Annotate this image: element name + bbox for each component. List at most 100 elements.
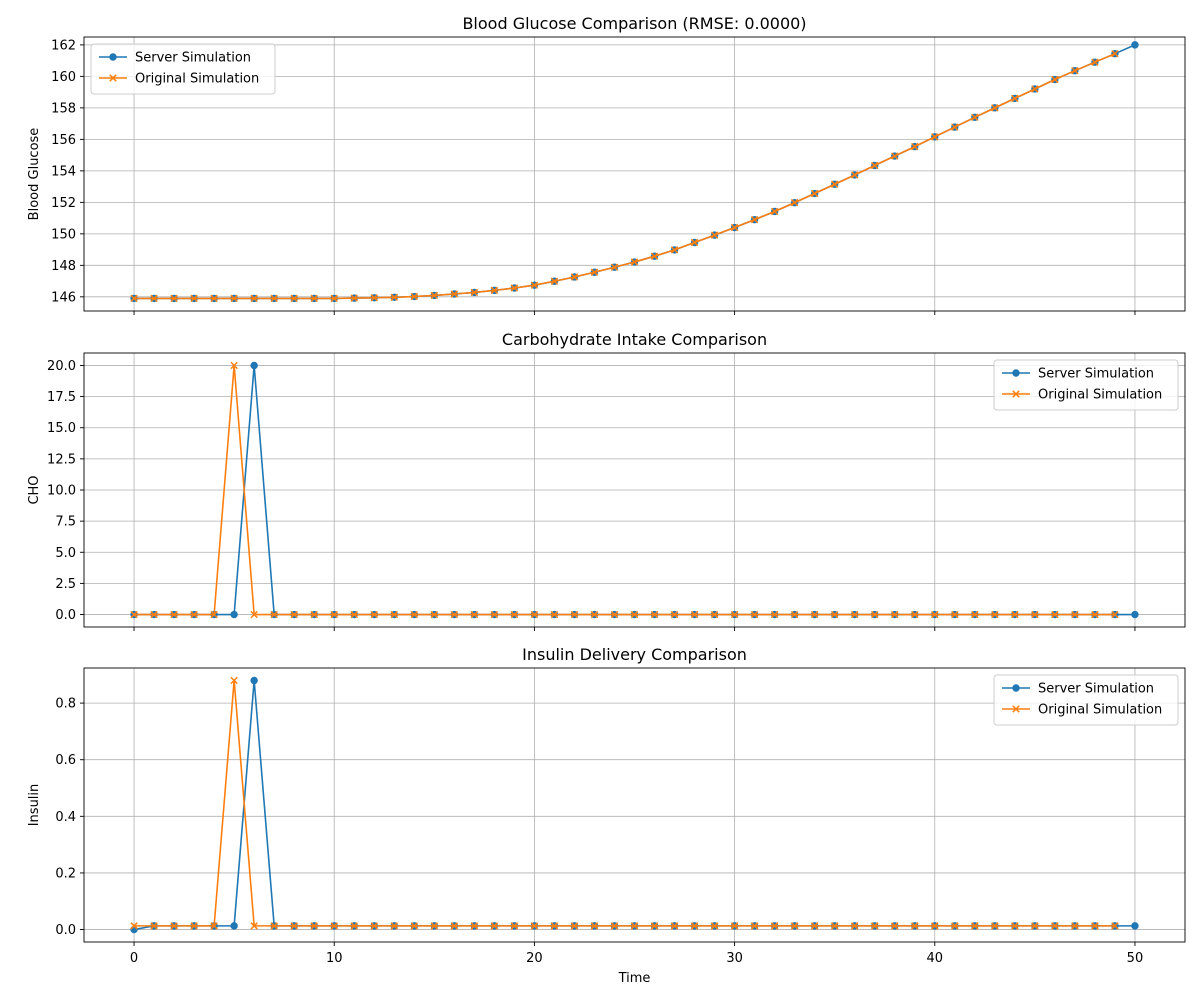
- data-point: [1091, 922, 1099, 930]
- marker-x-stroke: [951, 610, 959, 619]
- data-point: [991, 922, 999, 930]
- marker-x-stroke: [730, 922, 739, 930]
- data-point: [911, 922, 919, 930]
- data-point: [570, 273, 579, 281]
- data-point: [570, 610, 579, 619]
- series-original: [130, 49, 1119, 303]
- data-point: [870, 922, 879, 930]
- marker-x-stroke: [610, 922, 619, 930]
- data-point: [951, 922, 959, 930]
- marker-x-stroke: [891, 922, 899, 930]
- data-point: [150, 610, 158, 619]
- series-original: [130, 676, 1119, 930]
- data-point: [931, 133, 939, 141]
- subplot-title: Insulin Delivery Comparison: [522, 645, 747, 664]
- data-point: [710, 922, 719, 930]
- y-tick-label: 146: [51, 290, 76, 305]
- marker-x-stroke: [971, 922, 979, 930]
- marker-x-stroke: [1051, 922, 1059, 930]
- data-point: [670, 246, 679, 254]
- x-tick-label: 50: [1127, 951, 1144, 966]
- legend-item-server: Server Simulation: [99, 51, 251, 66]
- marker-x-stroke: [430, 610, 439, 619]
- legend-label: Original Simulation: [1038, 703, 1162, 718]
- data-point: [170, 610, 178, 619]
- marker-x-stroke: [370, 610, 378, 619]
- data-point: [870, 610, 879, 619]
- data-point: [710, 610, 719, 619]
- marker-x-stroke: [971, 610, 979, 619]
- data-point: [971, 113, 979, 122]
- y-tick-label: 150: [51, 227, 76, 242]
- legend-item-original: Original Simulation: [1002, 703, 1162, 718]
- data-point: [130, 922, 138, 930]
- marker-x-stroke: [951, 123, 959, 131]
- data-point: [510, 922, 519, 930]
- data-point: [430, 291, 439, 300]
- data-point: [1091, 610, 1099, 619]
- marker-x-stroke: [1071, 610, 1079, 619]
- data-point: [650, 922, 659, 930]
- data-point: [250, 922, 258, 930]
- data-point: [510, 610, 519, 619]
- data-point: [350, 610, 358, 619]
- legend-marker: [1012, 684, 1020, 692]
- marker-x-stroke: [891, 610, 899, 619]
- marker-x-stroke: [830, 922, 839, 930]
- data-point: [490, 286, 499, 295]
- data-point: [530, 281, 539, 289]
- marker-x-stroke: [1012, 705, 1020, 713]
- data-point: [270, 610, 278, 619]
- data-point: [470, 610, 479, 619]
- data-point: [750, 215, 759, 224]
- marker-x-stroke: [650, 252, 659, 260]
- data-point: [891, 152, 899, 160]
- marker-x-stroke: [250, 610, 258, 619]
- y-tick-label: 12.5: [47, 452, 76, 467]
- legend-box: [993, 674, 1179, 726]
- marker-x-stroke: [810, 610, 819, 619]
- data-point: [630, 610, 639, 619]
- data-point: [991, 104, 999, 112]
- data-point: [690, 238, 699, 247]
- data-point: [891, 610, 899, 619]
- marker-x-stroke: [850, 171, 859, 179]
- marker-x-stroke: [750, 610, 759, 619]
- data-point: [230, 361, 238, 370]
- data-point: [830, 180, 839, 188]
- data-point: [1111, 49, 1119, 58]
- marker-x-stroke: [991, 104, 999, 112]
- data-point: [190, 294, 198, 303]
- marker-x-stroke: [190, 294, 198, 303]
- data-point: [650, 252, 659, 260]
- marker-x-stroke: [1011, 922, 1019, 930]
- data-point: [610, 263, 619, 271]
- series-original: [130, 361, 1119, 619]
- y-tick-label: 10.0: [47, 484, 76, 499]
- data-point: [510, 284, 519, 292]
- marker-x-stroke: [610, 610, 619, 619]
- marker-x-stroke: [230, 361, 238, 370]
- marker-x-stroke: [931, 610, 939, 619]
- data-point: [1131, 41, 1139, 49]
- marker-x-stroke: [450, 922, 459, 930]
- data-point: [530, 610, 539, 619]
- marker-x-stroke: [290, 922, 298, 930]
- data-point: [550, 610, 559, 619]
- data-point: [1111, 922, 1119, 930]
- data-point: [630, 922, 639, 930]
- subplot-3: 0 10 20 30 40 50 0.0 0.2 0.4 0.6 0.8 Insulin Delive…: [27, 645, 1186, 986]
- legend-marker: [1012, 390, 1020, 398]
- data-point: [570, 922, 579, 930]
- legend-item-server: Server Simulation: [1002, 367, 1154, 382]
- subplot-title: Blood Glucose Comparison (RMSE: 0.0000): [462, 14, 806, 33]
- marker-x-stroke: [911, 142, 919, 151]
- axes-frame: [83, 36, 1186, 312]
- ticks: 146 148 150 152 154 156 158 160 162: [51, 38, 1136, 315]
- data-point: [911, 610, 919, 619]
- marker-x-stroke: [270, 610, 278, 619]
- data-point: [730, 922, 739, 930]
- data-point: [350, 294, 358, 302]
- y-tick-label: 0.6: [55, 753, 76, 768]
- data-point: [170, 294, 178, 303]
